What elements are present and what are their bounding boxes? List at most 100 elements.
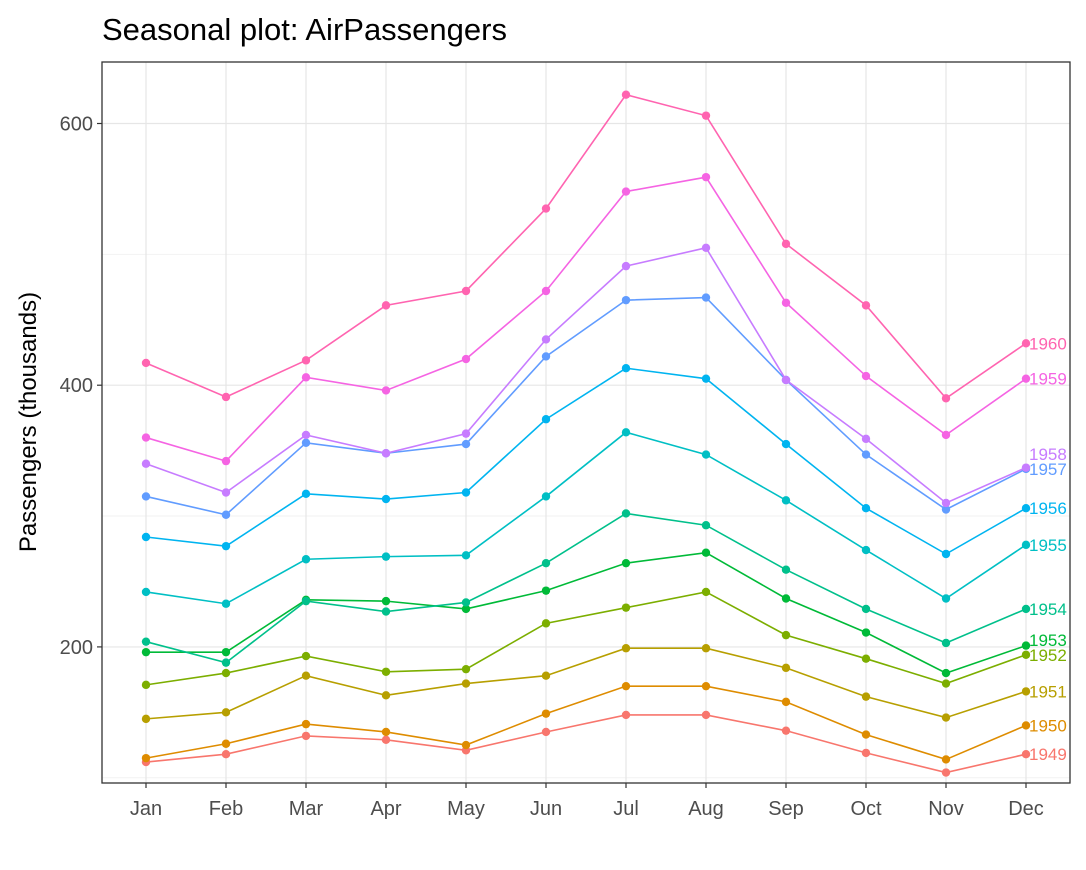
x-tick-label: Feb xyxy=(209,798,243,820)
data-point-1952-Aug xyxy=(701,587,711,597)
data-point-1958-Nov xyxy=(941,498,951,508)
series-end-label-1952: 1952 xyxy=(1029,646,1067,665)
data-point-1960-Oct xyxy=(861,301,871,310)
series-line-1958 xyxy=(145,246,1027,504)
grid-layer xyxy=(102,62,1070,783)
data-point-1955-Jan xyxy=(141,587,151,597)
data-point-1950-Feb xyxy=(221,739,231,748)
data-point-1955-Mar xyxy=(301,555,311,564)
series-end-label-1955: 1955 xyxy=(1029,536,1067,555)
series-1956 xyxy=(141,363,1031,559)
data-point-1957-Aug xyxy=(701,293,711,302)
data-point-1956-Jul xyxy=(621,363,631,373)
data-point-1949-Oct xyxy=(861,748,871,758)
data-point-1955-Dec xyxy=(1021,540,1031,550)
data-point-1953-Jul xyxy=(621,558,631,568)
data-point-1954-Nov xyxy=(941,638,951,648)
data-point-1956-Aug xyxy=(701,374,711,383)
y-axis-label: Passengers (thousands) xyxy=(15,292,42,552)
series-line-1949 xyxy=(145,714,1027,774)
series-end-label-1953: 1953 xyxy=(1029,631,1067,650)
series-line-1954 xyxy=(145,512,1027,664)
data-point-1950-Dec xyxy=(1021,721,1031,730)
series-line-1956 xyxy=(145,367,1027,555)
data-point-1954-Jun xyxy=(541,558,551,568)
series-1955 xyxy=(141,428,1031,608)
data-point-1959-Jun xyxy=(541,286,551,296)
data-point-1958-Oct xyxy=(861,434,871,444)
data-point-1950-Jan xyxy=(141,753,151,763)
data-point-1955-Jul xyxy=(621,428,631,437)
data-point-1949-Sep xyxy=(781,726,791,735)
data-point-1955-Nov xyxy=(941,594,951,603)
series-line-1959 xyxy=(145,176,1027,463)
data-point-1951-Jun xyxy=(541,671,551,680)
series-line-1951 xyxy=(145,647,1027,720)
series-1950 xyxy=(141,681,1031,764)
series-1953 xyxy=(141,548,1031,678)
data-point-1957-Feb xyxy=(221,510,231,519)
data-point-1960-Apr xyxy=(381,301,391,310)
data-point-1953-Aug xyxy=(701,548,711,557)
y-tick-label: 600 xyxy=(60,114,93,136)
data-point-1960-Jun xyxy=(541,204,551,213)
data-point-1949-Mar xyxy=(301,731,311,741)
data-point-1959-Aug xyxy=(701,172,711,182)
data-point-1953-Oct xyxy=(861,628,871,637)
data-point-1958-Mar xyxy=(301,430,311,440)
data-point-1959-Apr xyxy=(381,386,391,395)
series-end-label-1951: 1951 xyxy=(1029,682,1067,701)
data-point-1958-May xyxy=(461,429,471,438)
data-point-1958-Aug xyxy=(701,243,711,253)
data-point-1959-Jul xyxy=(621,187,631,196)
data-point-1951-Aug xyxy=(701,644,711,653)
series-layer xyxy=(141,90,1031,777)
data-point-1955-Sep xyxy=(781,496,791,505)
data-point-1953-May xyxy=(461,604,471,614)
series-line-1957 xyxy=(145,296,1027,516)
data-point-1950-Sep xyxy=(781,697,791,707)
data-point-1960-Feb xyxy=(221,392,231,402)
data-point-1949-Feb xyxy=(221,750,231,759)
data-point-1960-Jan xyxy=(141,358,151,368)
data-point-1957-Nov xyxy=(941,505,951,514)
data-point-1956-Oct xyxy=(861,504,871,513)
chart-title: Seasonal plot: AirPassengers xyxy=(102,12,507,47)
data-point-1951-Sep xyxy=(781,663,791,673)
data-point-1953-Dec xyxy=(1021,641,1031,650)
x-tick-label: Jan xyxy=(130,798,162,820)
x-tick-label: Jun xyxy=(530,798,562,820)
x-tick-label: Oct xyxy=(850,798,882,820)
data-point-1949-Aug xyxy=(701,710,711,720)
data-point-1957-Jul xyxy=(621,295,631,305)
data-point-1951-Apr xyxy=(381,691,391,700)
data-point-1957-Mar xyxy=(301,438,311,447)
data-point-1960-Dec xyxy=(1021,339,1031,348)
data-point-1954-May xyxy=(461,598,471,607)
data-point-1950-Mar xyxy=(301,719,311,729)
data-point-1952-Mar xyxy=(301,651,311,661)
x-tick-label: Mar xyxy=(289,798,324,820)
data-point-1951-Oct xyxy=(861,692,871,701)
series-1959 xyxy=(141,172,1031,466)
data-point-1955-Jun xyxy=(541,492,551,501)
data-point-1953-Jan xyxy=(141,647,151,657)
data-point-1949-Jun xyxy=(541,727,551,737)
data-point-1959-Jan xyxy=(141,433,151,442)
data-point-1949-Dec xyxy=(1021,750,1031,759)
series-end-label-1958: 1958 xyxy=(1029,445,1067,464)
series-1954 xyxy=(141,509,1031,667)
data-point-1954-Mar xyxy=(301,596,311,606)
data-point-1955-Oct xyxy=(861,545,871,555)
data-point-1949-Apr xyxy=(381,735,391,745)
data-point-1959-Sep xyxy=(781,298,791,307)
data-point-1953-Apr xyxy=(381,596,391,606)
data-point-1956-Feb xyxy=(221,541,231,551)
series-1960 xyxy=(141,90,1031,403)
series-end-label-1950: 1950 xyxy=(1029,716,1067,735)
data-point-1954-Aug xyxy=(701,521,711,530)
data-point-1953-Feb xyxy=(221,647,231,657)
x-tick-label: Aug xyxy=(688,798,724,820)
series-end-label-1959: 1959 xyxy=(1029,370,1067,389)
data-point-1954-Jan xyxy=(141,637,151,646)
